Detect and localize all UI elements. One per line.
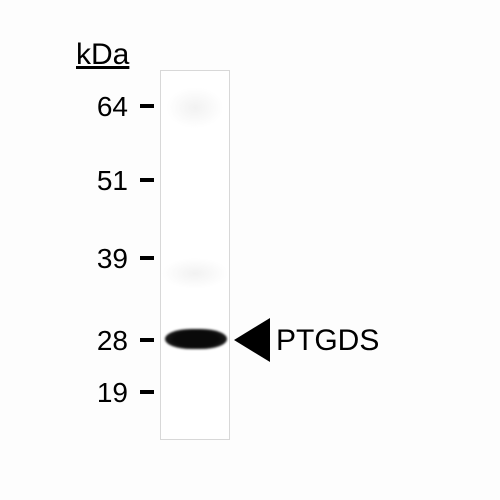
marker-tick [140, 390, 154, 394]
marker-label: 39 [97, 243, 128, 275]
protein-band [165, 329, 227, 349]
marker-label: 64 [97, 91, 128, 123]
blot-lane [160, 70, 230, 440]
marker-label: 28 [97, 325, 128, 357]
marker-tick [140, 178, 154, 182]
axis-title-kda: kDa [76, 38, 129, 72]
callout-arrow-icon [234, 318, 270, 362]
callout-label: PTGDS [276, 324, 379, 358]
marker-label: 51 [97, 165, 128, 197]
marker-tick [140, 338, 154, 342]
marker-label: 19 [97, 377, 128, 409]
blot-figure: kDa 64 51 39 28 19 PTGDS [0, 0, 500, 500]
marker-tick [140, 104, 154, 108]
marker-tick [140, 256, 154, 260]
